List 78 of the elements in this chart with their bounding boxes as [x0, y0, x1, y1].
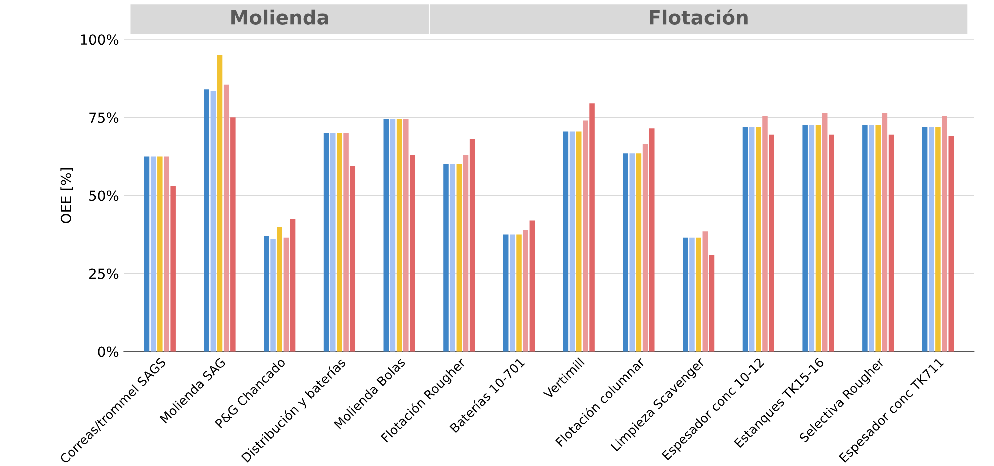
- bar: [503, 234, 509, 352]
- bar: [683, 238, 688, 352]
- text: Flotación: [650, 9, 748, 25]
- bar: [204, 90, 210, 352]
- bar: [690, 238, 695, 352]
- bar: [623, 154, 628, 352]
- bar: [144, 156, 150, 352]
- bar: [769, 134, 774, 352]
- bar: [530, 220, 536, 352]
- bar: [590, 104, 595, 352]
- bar: [756, 127, 762, 352]
- bar: [264, 236, 270, 352]
- bar: [749, 127, 755, 352]
- bar: [277, 226, 282, 352]
- bar: [922, 127, 928, 352]
- bar: [384, 119, 390, 352]
- bar: [217, 55, 223, 352]
- bar: [802, 125, 808, 352]
- bar: [324, 133, 330, 352]
- bar: [563, 132, 569, 352]
- bar: [876, 125, 881, 352]
- bar: [396, 119, 402, 352]
- bar: [570, 132, 576, 352]
- bar: [450, 164, 456, 352]
- bar: [709, 255, 715, 352]
- bar: [164, 156, 170, 352]
- bar: [290, 219, 296, 352]
- bar: [829, 134, 834, 352]
- bar: [210, 91, 216, 352]
- bar: [470, 140, 476, 352]
- y-tick-label: 100%: [81, 34, 119, 46]
- bar: [649, 128, 655, 352]
- bar: [742, 127, 748, 352]
- bar: [344, 133, 349, 352]
- bar: [337, 133, 342, 352]
- bar: [948, 136, 954, 352]
- y-tick-label: 50%: [90, 190, 119, 202]
- bar: [642, 144, 648, 352]
- y-tick-label: 0%: [98, 346, 119, 358]
- bar: [702, 232, 708, 352]
- bar: [410, 155, 416, 352]
- bar: [942, 116, 948, 352]
- bar: [390, 119, 396, 352]
- bar: [816, 125, 822, 352]
- bar: [170, 186, 176, 352]
- bar: [510, 234, 516, 352]
- bar: [284, 238, 290, 352]
- y-axis-title: OEE [%]: [60, 168, 74, 224]
- bar: [456, 164, 462, 352]
- bar: [150, 156, 156, 352]
- bar: [576, 132, 582, 352]
- bar: [523, 230, 528, 352]
- bar: [869, 125, 874, 352]
- bar: [516, 234, 522, 352]
- bar: [583, 120, 588, 352]
- bar: [444, 164, 449, 352]
- bar: [888, 134, 894, 352]
- bar: [230, 118, 236, 352]
- bar: [158, 156, 163, 352]
- text: Molienda: [232, 10, 328, 25]
- bar: [463, 155, 469, 352]
- bar: [936, 127, 941, 352]
- bar: [224, 84, 230, 352]
- y-tick-label: 25%: [90, 268, 119, 280]
- bar: [696, 238, 702, 352]
- bar: [822, 112, 828, 352]
- bar: [330, 133, 336, 352]
- bar: [809, 125, 815, 352]
- bar: [404, 119, 409, 352]
- bar: [882, 112, 888, 352]
- bar: [270, 239, 276, 352]
- bar: [636, 154, 642, 352]
- bar: [630, 154, 636, 352]
- bar: [862, 125, 868, 352]
- bar: [762, 116, 768, 352]
- y-tick-label: 75%: [90, 112, 119, 124]
- bar: [350, 166, 356, 352]
- bar: [928, 127, 934, 352]
